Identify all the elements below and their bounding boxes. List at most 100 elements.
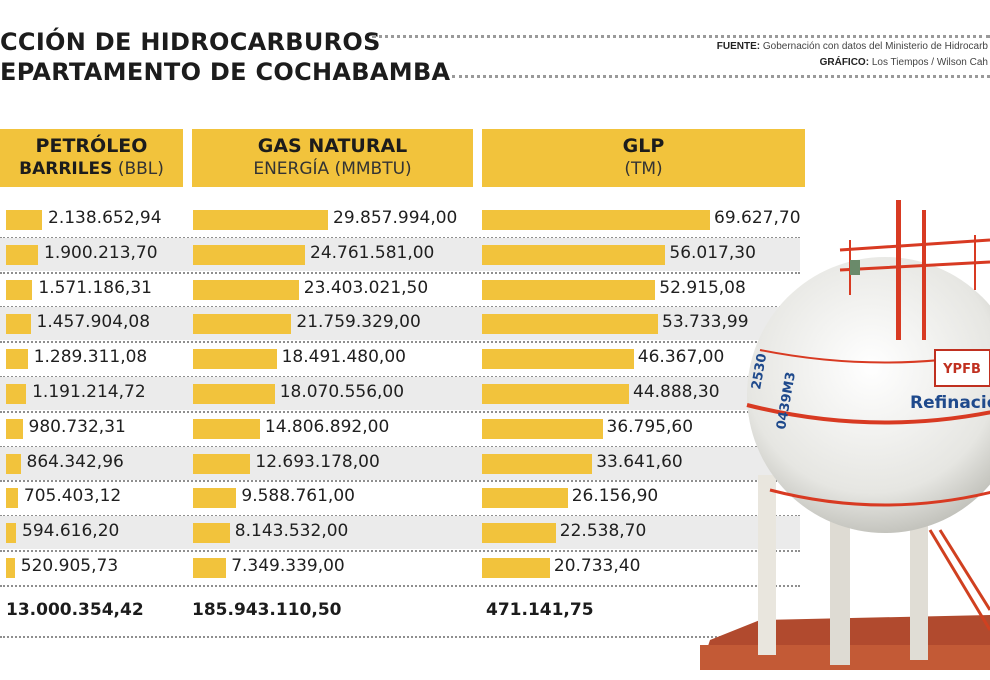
petroleo-bar — [6, 558, 15, 578]
table-row — [0, 307, 800, 341]
gas-value-label: 18.491.480,00 — [281, 347, 406, 368]
table-row — [0, 516, 800, 550]
petroleo-bar — [6, 279, 33, 300]
petroleo-bar — [6, 314, 31, 335]
gas-value-label: 14.806.892,00 — [264, 416, 390, 437]
glp-value-label: 52.915,08 — [659, 277, 746, 298]
gas-bar — [193, 558, 227, 578]
petroleo-bar — [6, 349, 28, 370]
glp-value-label: 53.733,99 — [662, 312, 749, 333]
table-bottom-rule — [0, 636, 800, 638]
header-glp-name: GLP — [622, 135, 665, 157]
row-separator — [0, 550, 800, 552]
glp-bar — [482, 558, 550, 578]
refinacion-text: Refinación — [910, 393, 990, 413]
table-row — [0, 551, 800, 584]
petroleo-value-label: 520.905,73 — [20, 556, 119, 576]
header-glp: GLP (TM) — [482, 129, 805, 187]
glp-bar — [482, 523, 556, 544]
petroleo-bar — [6, 453, 21, 474]
glp-value-label: 69.627,70 — [714, 208, 801, 228]
gas-bar — [193, 314, 292, 335]
petroleo-value-label: 2.138.652,94 — [48, 208, 162, 228]
title-dotted-rule-1 — [372, 35, 990, 38]
gas-bar — [193, 244, 305, 265]
petroleo-value-label: 980.732,31 — [28, 416, 126, 437]
glp-bar — [482, 244, 666, 265]
petroleo-value-label: 1.289.311,08 — [33, 347, 148, 368]
gas-value-label: 8.143.532,00 — [234, 521, 349, 542]
glp-bar — [482, 349, 634, 370]
gas-value-label: 12.693.178,00 — [255, 451, 380, 472]
gas-bar — [193, 488, 237, 509]
row-separator — [0, 584, 800, 587]
header-gas-natural: GAS NATURAL ENERGÍA (MMBTU) — [192, 129, 473, 187]
lpg-tank-illustration: YPFB Refinación 2530 0439M3 — [700, 200, 990, 670]
credit-line: GRÁFICO: Los Tiempos / Wilson Cah — [820, 57, 988, 68]
header-gas-unit: ENERGÍA (MMBTU) — [253, 159, 412, 179]
petroleo-value-label: 1.900.213,70 — [44, 242, 158, 263]
chart-title-line1: CCIÓN DE HIDROCARBUROS — [0, 28, 381, 56]
ypfb-logo-text: YPFB — [942, 362, 981, 377]
gas-bar — [193, 418, 260, 439]
petroleo-value-label: 1.191.214,72 — [32, 382, 146, 402]
gas-bar — [193, 349, 277, 370]
table-row — [0, 446, 800, 480]
title-dotted-rule-2 — [452, 75, 990, 78]
chart-title-line2: EPARTAMENTO DE COCHABAMBA — [0, 58, 451, 86]
gas-bar — [193, 279, 299, 300]
glp-value-label: 20.733,40 — [553, 556, 641, 576]
gas-value-label: 21.759.329,00 — [296, 312, 421, 333]
glp-bar — [482, 279, 656, 300]
glp-value-label: 33.641,60 — [596, 451, 683, 472]
gas-value-label: 9.588.761,00 — [241, 486, 355, 507]
header-petroleo: PETRÓLEO BARRILES (BBL) — [0, 129, 183, 187]
petroleo-value-label: 594.616,20 — [22, 521, 120, 542]
gas-bar — [193, 210, 328, 230]
source-text: Gobernación con datos del Ministerio de … — [762, 41, 988, 52]
glp-value-label: 26.156,90 — [571, 486, 659, 507]
petroleo-bar — [6, 210, 42, 230]
glp-bar — [482, 418, 603, 439]
gas-value-label: 7.349.339,00 — [231, 556, 345, 576]
total-petroleo: 13.000.354,42 — [6, 600, 144, 620]
gas-bar — [193, 523, 230, 544]
petroleo-bar — [6, 244, 38, 265]
header-petroleo-unit-sub: (BBL) — [117, 159, 164, 179]
source-label: FUENTE: — [716, 41, 761, 52]
petroleo-bar — [6, 418, 23, 439]
tank-marking-1: 2530 — [749, 352, 770, 390]
petroleo-bar — [6, 488, 18, 509]
glp-value-label: 46.367,00 — [637, 347, 725, 368]
gas-bar — [193, 384, 275, 404]
glp-bar — [482, 210, 710, 230]
credit-text: Los Tiempos / Wilson Cah — [871, 57, 988, 68]
glp-bar — [482, 453, 593, 474]
credit-label: GRÁFICO: — [819, 57, 870, 68]
header-gas-name: GAS NATURAL — [257, 135, 408, 157]
glp-bar — [482, 384, 629, 404]
total-gas-natural: 185.943.110,50 — [192, 600, 342, 620]
petroleo-value-label: 1.457.904,08 — [36, 312, 151, 333]
row-separator — [0, 480, 800, 483]
petroleo-value-label: 864.342,96 — [26, 451, 124, 472]
gas-value-label: 23.403.021,50 — [303, 277, 429, 298]
petroleo-bar — [6, 384, 27, 404]
petroleo-bar — [6, 523, 16, 544]
source-line: FUENTE: Gobernación con datos del Minist… — [717, 41, 988, 52]
glp-bar — [482, 314, 658, 335]
gas-value-label: 24.761.581,00 — [310, 242, 435, 263]
header-petroleo-unit-main: BARRILES — [19, 159, 113, 179]
total-glp: 471.141,75 — [486, 600, 594, 620]
header-glp-unit: (TM) — [624, 159, 663, 179]
table-row — [0, 237, 800, 271]
header-petroleo-unit: BARRILES (BBL) — [0, 159, 183, 179]
row-separator — [0, 341, 800, 344]
gas-value-label: 29.857.994,00 — [333, 208, 458, 228]
glp-value-label: 44.888,30 — [633, 382, 720, 402]
glp-value-label: 22.538,70 — [559, 521, 647, 542]
petroleo-value-label: 705.403,12 — [23, 486, 122, 507]
petroleo-value-label: 1.571.186,31 — [38, 277, 152, 298]
gas-bar — [193, 453, 251, 474]
row-separator — [0, 271, 800, 274]
